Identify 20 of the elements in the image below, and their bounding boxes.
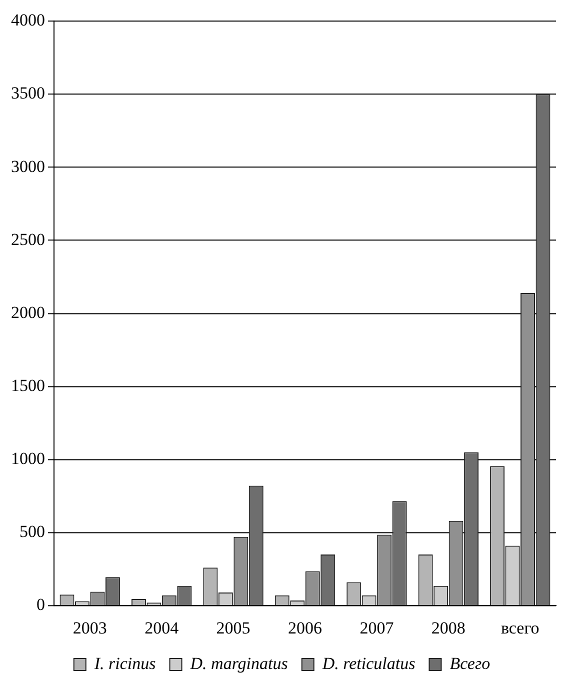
x-tick-label: 2004 <box>144 618 180 638</box>
legend-label: I. ricinus <box>93 654 156 673</box>
y-tick-label: 500 <box>20 522 45 542</box>
y-tick-label: 1500 <box>11 376 45 395</box>
y-tick-label: 2500 <box>11 230 45 249</box>
x-tick-label: 2005 <box>216 618 250 638</box>
legend-label: D. reticulatus <box>321 654 416 673</box>
x-tick-label: 2007 <box>360 618 394 638</box>
y-tick-label: 2000 <box>11 302 45 322</box>
x-tick-label: 2006 <box>288 618 322 638</box>
y-tick-label: 1000 <box>11 448 45 468</box>
y-tick-label: 3000 <box>11 156 45 176</box>
x-tick-label: 2003 <box>72 618 107 638</box>
y-tick-label: 3500 <box>11 84 45 103</box>
legend-label: D. marginatus <box>189 654 288 673</box>
x-tick-label: 2008 <box>431 618 466 638</box>
x-tick-label: всего <box>501 618 540 638</box>
legend-label: Всего <box>450 654 490 673</box>
y-tick-label: 0 <box>36 595 45 614</box>
y-tick-label: 4000 <box>11 10 45 30</box>
